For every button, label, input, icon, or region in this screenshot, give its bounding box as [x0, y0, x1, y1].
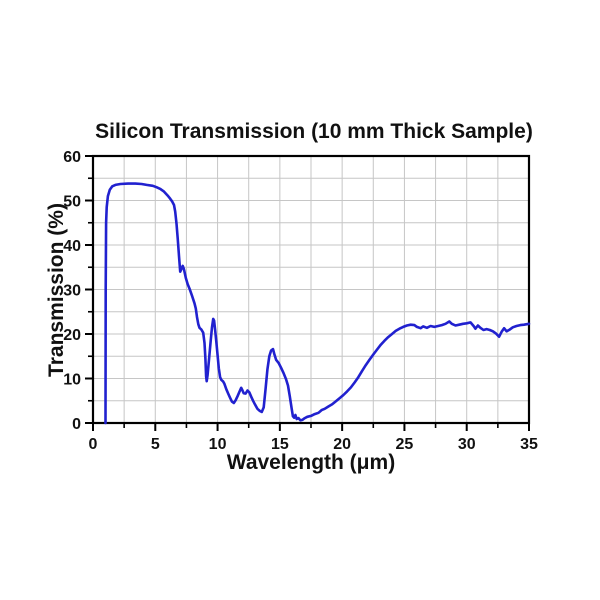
y-tick-label: 0 [72, 416, 81, 433]
x-tick-label: 35 [520, 436, 538, 453]
x-tick-label: 15 [271, 436, 289, 453]
y-tick-labels: 0 10 20 30 40 50 60 [63, 149, 81, 433]
chart-title: Silicon Transmission (10 mm Thick Sample… [95, 120, 533, 143]
y-tick-label: 60 [63, 149, 81, 166]
x-tick-label: 30 [458, 436, 476, 453]
y-tick-label: 20 [63, 327, 81, 344]
gridlines [93, 156, 529, 423]
x-tick-label: 20 [333, 436, 351, 453]
y-tick-label: 40 [63, 238, 81, 255]
x-tick-label: 25 [396, 436, 414, 453]
x-tick-label: 0 [89, 436, 98, 453]
x-axis-title: Wavelength (μm) [227, 451, 395, 474]
axis-ticks [85, 155, 530, 431]
y-tick-label: 50 [63, 194, 81, 211]
x-tick-label: 5 [151, 436, 160, 453]
y-tick-label: 30 [63, 283, 81, 300]
x-tick-label: 10 [209, 436, 227, 453]
y-axis-title: Transmission (%) [45, 203, 68, 377]
y-tick-label: 10 [63, 372, 81, 389]
transmission-curve [104, 182, 531, 425]
x-tick-labels: 0 5 10 15 20 25 30 35 [89, 436, 538, 453]
